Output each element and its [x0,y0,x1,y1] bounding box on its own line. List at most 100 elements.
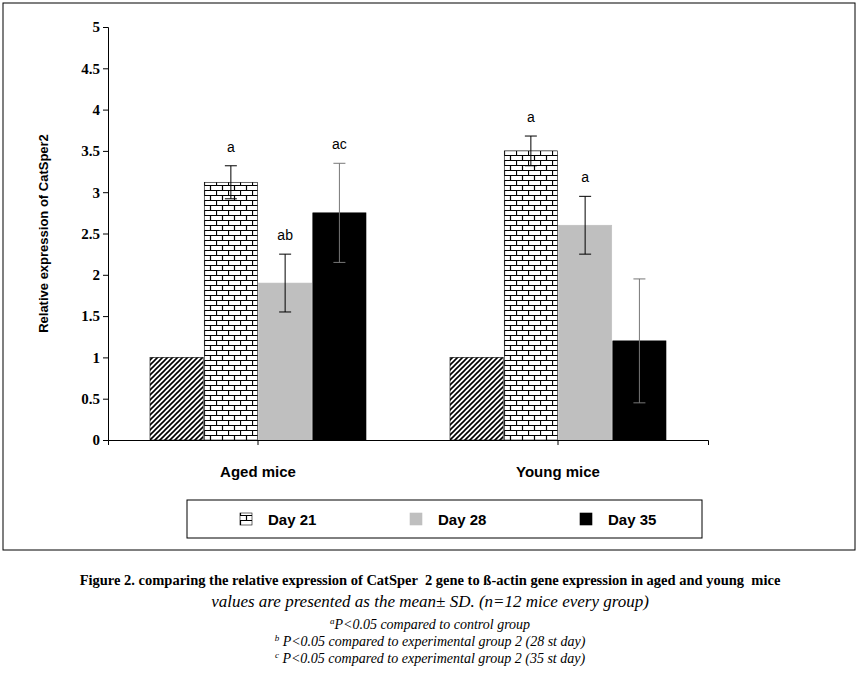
y-tick-mark [103,192,108,193]
error-bar-cap [633,402,645,403]
y-tick-label: 3 [93,185,101,201]
bar [150,357,203,440]
series [313,163,666,440]
y-tick-label: 1.5 [81,308,100,324]
footnote-text: P<0.05 compared to experimental group 2 … [279,651,586,667]
legend-label: Day 21 [268,511,316,528]
y-tick: 1 [93,350,109,366]
error-bar-cap [579,254,591,255]
legend-item: Day 35 [580,511,656,528]
y-axis-line [103,28,109,441]
x-tick-mark [258,440,259,445]
error-bar-stem [230,166,231,199]
y-tick-label: 4 [93,102,101,118]
y-axis-title: Relative expression of CatSper2 [36,134,51,333]
chart-title: Figure 2. comparing the relative express… [80,572,781,588]
legend-item: Day 21 [240,511,316,528]
y-tick-mark [103,234,108,235]
y-tick-label: 1 [93,350,101,366]
series [204,136,557,440]
y-tick: 0.5 [81,391,108,407]
x-axis: Aged mice Young mice [109,440,709,480]
y-tick: 0 [93,432,109,448]
x-tick-mark [558,440,559,445]
legend-item: Day 28 [410,511,486,528]
y-tick-label: 3.5 [81,143,100,159]
y-tick-mark [103,151,108,152]
y-tick-mark [103,110,108,111]
significance-letter: a [527,109,535,125]
legend: Day 21 Day 28 Day 35 [187,500,702,538]
y-tick: 4.5 [81,61,108,77]
plot-marks [150,136,666,440]
legend-swatch [580,513,592,525]
footnote: b P<0.05 compared to experimental group … [275,633,586,650]
legend-swatch [410,513,422,525]
error-bar [333,163,345,262]
chart-border [3,3,855,550]
bar [450,357,503,440]
y-tick: 2 [93,267,109,283]
y-tick-mark [103,68,108,69]
y-tick-mark [103,27,108,28]
error-bar-cap [579,196,591,197]
error-bar-stem [530,136,531,166]
error-bar-cap [525,136,537,137]
y-tick-label: 2.5 [81,226,100,242]
error-bar-cap [333,262,345,263]
y-tick: 3 [93,185,109,201]
y-tick-label: 0.5 [81,391,100,407]
y-axis: 0 0.5 1 1.5 2 2.5 3 3.5 4 4.5 5 [81,19,108,448]
y-tick-mark [103,357,108,358]
significance-letter: a [227,139,235,155]
legend-box [187,500,702,538]
y-tick: 3.5 [81,143,108,159]
error-bar [633,279,645,403]
x-tick: Aged mice [220,440,296,480]
footnote: c P<0.05 compared to experimental group … [275,650,586,667]
letters: a a ab a ac [227,109,589,243]
bar [204,182,257,440]
significance-letter: ab [277,227,293,243]
error-bar-cap [633,278,645,279]
error-bar-cap [279,311,291,312]
y-tick-label: 4.5 [81,61,100,77]
footnote-text: P<0.05 compared to experimental group 2 … [279,634,586,650]
error-bar-stem [639,279,640,403]
error-bar [279,254,291,312]
y-tick-mark [103,399,108,400]
y-tick-label: 0 [93,432,101,448]
y-tick: 5 [93,19,109,35]
bar [559,225,612,440]
series [259,196,612,440]
significance-letter: ac [332,136,347,152]
error-bar [525,136,537,166]
y-tick: 4 [93,102,109,118]
chart-svg: 0 0.5 1 1.5 2 2.5 3 3.5 4 4.5 5 Aged mice Young mice… [0,0,860,681]
significance-letter: a [581,169,589,185]
x-axis-line [109,441,709,446]
error-bar-cap [525,165,537,166]
y-tick-label: 5 [93,19,101,35]
chart-subtitle: values are presented as the mean± SD. (n… [211,592,649,611]
y-tick-label: 2 [93,267,101,283]
error-bar [225,166,237,199]
y-tick-mark [103,440,108,441]
footnote: aP<0.05 compared to control group [330,616,530,632]
x-tick: Young mice [516,440,600,480]
bar [504,151,557,440]
error-bar-stem [339,163,340,262]
x-tick-label: Aged mice [220,463,296,480]
error-bar [579,196,591,254]
legend-label: Day 35 [608,511,656,528]
y-tick-mark [103,275,108,276]
error-bar-stem [585,196,586,254]
error-bar-cap [279,254,291,255]
y-tick-mark [103,316,108,317]
error-bar-cap [225,198,237,199]
y-tick: 1.5 [81,308,108,324]
error-bar-stem [285,254,286,312]
x-tick-label: Young mice [516,463,600,480]
error-bar-cap [333,163,345,164]
y-tick: 2.5 [81,226,108,242]
